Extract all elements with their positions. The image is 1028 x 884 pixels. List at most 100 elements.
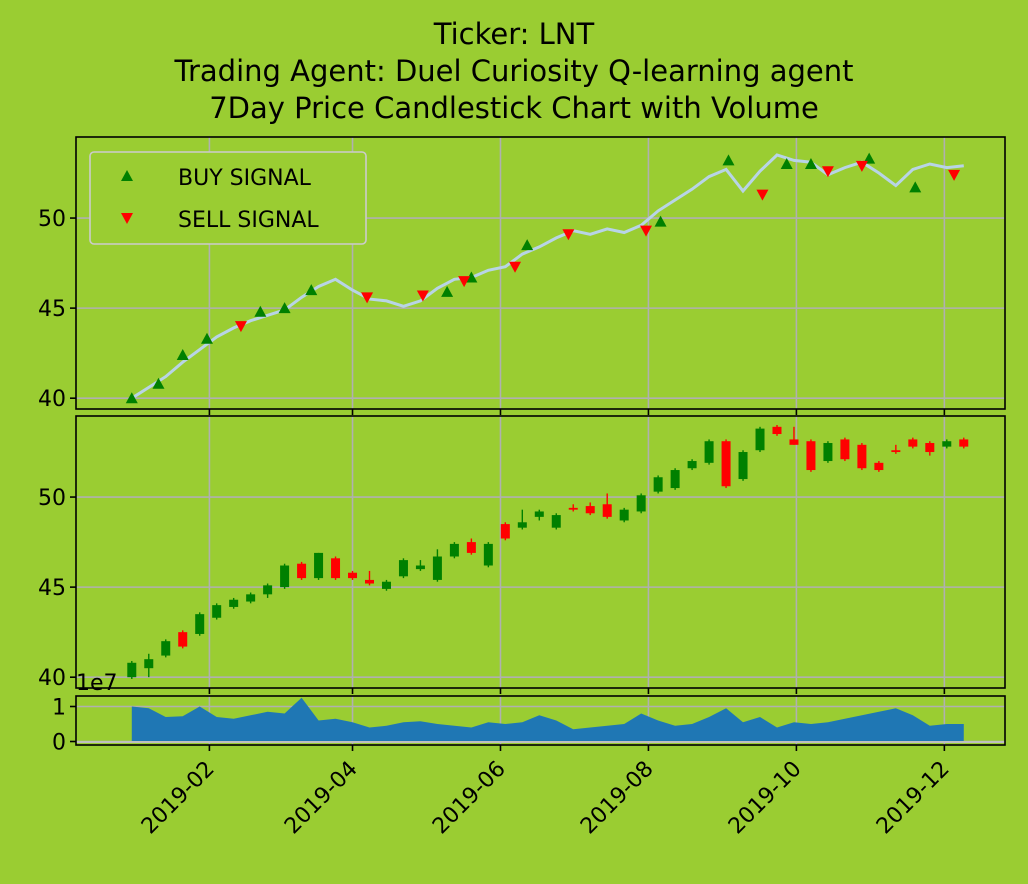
volume-panel: 0 1 1e7 [52,671,1006,756]
candle-body [755,428,765,451]
candle-body [959,439,969,447]
candle-body [144,659,154,669]
1-ytick-label: 50 [38,486,66,511]
x-tick-label: 2019-08 [576,757,659,840]
chart-title-line-2: Trading Agent: Duel Curiosity Q-learning… [174,54,854,88]
1-ytick-label: 45 [38,576,66,601]
chart-title-line-1: Ticker: LNT [433,17,595,51]
candle-body [212,605,222,618]
sell-signal-marker [948,169,961,181]
1-frame [75,415,1006,689]
x-tick-label: 2019-12 [872,757,955,840]
candle-body [348,572,358,579]
sell-signal-marker [756,189,769,201]
candle-body [500,524,510,539]
buy-signal-marker [722,154,735,166]
candle-body [772,426,782,435]
volume-area [131,697,964,742]
buy-signal-marker [200,332,213,344]
2-frame [75,695,1006,746]
candle-body [585,506,595,514]
candle-body [195,614,205,634]
candle-body [738,452,748,480]
candle-body [653,477,663,492]
chart-title-line-3: 7Day Price Candlestick Chart with Volume [209,91,819,125]
candle-body [908,439,918,447]
legend-buy-label: BUY SIGNAL [178,166,312,191]
candle-body [840,439,850,460]
x-tick-label: 2019-04 [280,757,363,840]
buy-signal-marker [176,348,189,360]
legend: BUY SIGNAL SELL SIGNAL [89,151,367,245]
buy-signal-marker [521,239,534,251]
candle-body [857,444,867,469]
candle-body [466,542,476,553]
0-ytick-label: 50 [38,207,66,232]
buy-signal-marker [465,271,478,283]
buy-signal-marker [125,392,138,404]
candle-body [246,594,256,602]
x-axis: 2019-02 2019-04 2019-06 2019-08 2019-10 2019-… [137,757,955,840]
candle-body [364,579,374,584]
candle-body [381,581,391,589]
legend-sell-marker [121,213,133,224]
candle-body [619,509,629,521]
legend-sell-label: SELL SIGNAL [178,208,319,233]
candle-body [704,441,714,463]
candle-body [517,522,527,528]
1-ytick-label: 40 [38,666,66,691]
candle-body [229,599,239,607]
candle-body [942,441,952,447]
candle-body [874,462,884,471]
candle-body [127,662,137,678]
candle-body [331,558,341,579]
candle-body [398,560,408,577]
candle-body [314,552,324,579]
candle-body [449,543,459,557]
0-ytick-label: 40 [38,387,66,412]
buy-signal-marker [254,305,267,317]
buy-signal-marker [804,158,817,170]
candle-body [789,439,799,445]
candle-body [280,565,290,588]
candle-body [483,543,493,566]
candle-body [602,504,612,517]
sell-signal-marker [562,229,575,241]
candle-body [568,507,578,510]
buy-signal-marker [654,215,667,227]
buy-signal-marker [441,285,454,297]
sell-signal-marker [416,290,429,302]
sell-signal-marker [458,276,471,288]
legend-box [89,151,367,245]
0-ytick-label: 45 [38,297,66,322]
candle-body [297,563,307,579]
buy-signal-marker [152,377,165,389]
buy-signal-marker [305,284,318,296]
candle-body [551,515,561,528]
sell-signal-marker [821,166,834,178]
sell-signal-marker [509,261,522,273]
buy-signal-marker [278,302,291,314]
candle-body [534,511,544,517]
candle-body [415,565,425,570]
candle-body [432,556,442,580]
candle-body [636,495,646,512]
sell-signal-marker [234,321,247,333]
sell-signal-marker [361,292,374,304]
0-frame [75,136,1006,410]
buy-signal-marker [780,158,793,170]
candle-body [263,585,273,595]
candle-body [161,641,171,656]
candle-body [721,441,731,487]
2-ytick-label: 0 [52,731,66,756]
sell-signal-marker [640,225,653,237]
x-tick-label: 2019-06 [428,757,511,840]
candle-body [925,443,935,453]
x-tick-label: 2019-02 [137,757,220,840]
candle-body [823,443,833,462]
volume-scale-label: 1e7 [76,671,118,696]
candle-body [891,450,901,453]
candle-body [178,632,188,647]
ohlc-panel: 40 45 50 [38,415,1006,694]
